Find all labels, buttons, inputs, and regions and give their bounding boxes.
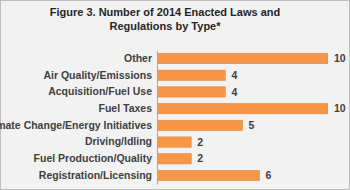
bar <box>157 137 191 147</box>
data-label: 4 <box>231 69 237 81</box>
bar <box>157 120 243 130</box>
tick: Air Quality/Emissions <box>43 69 152 81</box>
bar <box>157 87 225 97</box>
tick-label: Air Quality/Emissions <box>43 69 152 81</box>
data-label: 6 <box>266 169 272 181</box>
data-label: 2 <box>197 152 203 164</box>
tick: Fuel Production/Quality <box>34 152 153 164</box>
bar <box>157 70 225 80</box>
tick-label: Climate Change/Energy Initiatives <box>0 119 152 131</box>
data-label: 10 <box>334 102 346 114</box>
tick-label: Fuel Production/Quality <box>34 152 153 164</box>
chart: Figure 3. Number of 2014 Enacted Laws an… <box>0 0 350 190</box>
bar <box>157 154 191 164</box>
bar <box>157 53 328 63</box>
axis-line <box>157 51 158 185</box>
data-label: 4 <box>231 86 237 98</box>
tick: Other <box>124 52 152 64</box>
tick: Registration/Licensing <box>39 169 152 181</box>
bar <box>157 103 328 113</box>
data-labels: 10 4 4 10 5 2 2 6 <box>197 52 346 181</box>
data-label: 2 <box>197 136 203 148</box>
y-axis: Other Air Quality/Emissions Acquisition/Fu… <box>0 51 158 185</box>
tick: Acquisition/Fuel Use <box>48 85 152 97</box>
tick: Driving/Idling <box>85 135 152 147</box>
title: Figure 3. Number of 2014 Enacted Laws an… <box>50 6 280 32</box>
bars <box>157 53 328 180</box>
data-label: 10 <box>334 52 346 64</box>
tick: Fuel Taxes <box>99 102 153 114</box>
tick-label: Acquisition/Fuel Use <box>48 85 152 97</box>
tick-label: Driving/Idling <box>85 135 152 147</box>
bar <box>157 170 260 180</box>
plot: Other Air Quality/Emissions Acquisition/Fu… <box>0 51 346 185</box>
tick-label: Fuel Taxes <box>99 102 153 114</box>
data-label: 5 <box>249 119 255 131</box>
tick: Climate Change/Energy Initiatives <box>0 119 152 131</box>
background <box>1 1 350 190</box>
tick-label: Other <box>124 52 152 64</box>
tick-label: Registration/Licensing <box>39 169 152 181</box>
